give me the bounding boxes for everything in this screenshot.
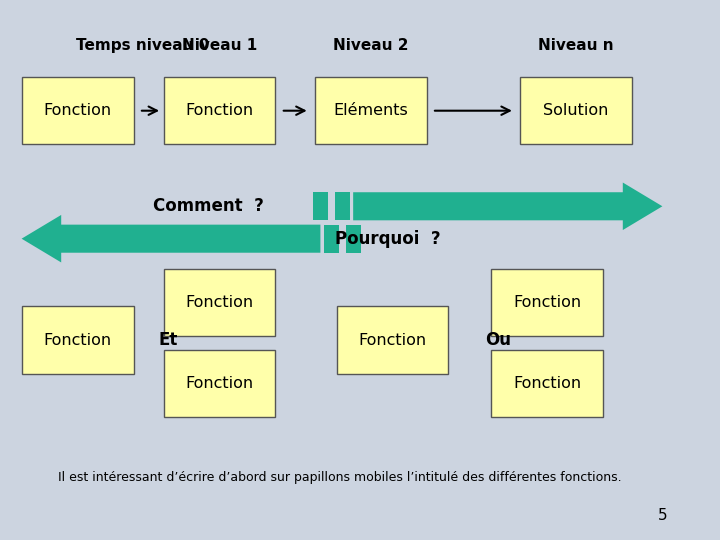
FancyBboxPatch shape xyxy=(163,269,275,336)
FancyBboxPatch shape xyxy=(324,225,339,253)
Text: Ou: Ou xyxy=(485,331,511,349)
Text: Niveau 2: Niveau 2 xyxy=(333,38,408,53)
FancyBboxPatch shape xyxy=(163,77,275,144)
Text: 5: 5 xyxy=(657,508,667,523)
FancyBboxPatch shape xyxy=(335,192,350,220)
Text: Fonction: Fonction xyxy=(186,376,253,391)
FancyBboxPatch shape xyxy=(491,350,603,417)
Text: Pourquoi  ?: Pourquoi ? xyxy=(335,230,441,248)
Text: Fonction: Fonction xyxy=(186,295,253,310)
Text: Fonction: Fonction xyxy=(186,103,253,118)
FancyBboxPatch shape xyxy=(163,350,275,417)
FancyBboxPatch shape xyxy=(22,77,134,144)
Text: Il est intéressant d’écrire d’abord sur papillons mobiles l’intitulé des différe: Il est intéressant d’écrire d’abord sur … xyxy=(58,471,621,484)
Text: Comment  ?: Comment ? xyxy=(153,197,264,215)
Polygon shape xyxy=(354,183,662,230)
FancyBboxPatch shape xyxy=(313,192,328,220)
FancyBboxPatch shape xyxy=(346,225,361,253)
Text: Et: Et xyxy=(158,331,177,349)
Text: Fonction: Fonction xyxy=(44,333,112,348)
FancyBboxPatch shape xyxy=(22,306,134,374)
FancyBboxPatch shape xyxy=(337,306,448,374)
Text: Fonction: Fonction xyxy=(359,333,426,348)
Text: Temps niveau 0: Temps niveau 0 xyxy=(76,38,209,53)
Text: Eléments: Eléments xyxy=(333,103,408,118)
FancyBboxPatch shape xyxy=(315,77,426,144)
Text: Niveau n: Niveau n xyxy=(538,38,614,53)
Text: Fonction: Fonction xyxy=(513,295,581,310)
Text: Niveau 1: Niveau 1 xyxy=(182,38,257,53)
Polygon shape xyxy=(22,215,320,262)
FancyBboxPatch shape xyxy=(521,77,632,144)
Text: Solution: Solution xyxy=(544,103,608,118)
Text: Fonction: Fonction xyxy=(44,103,112,118)
FancyBboxPatch shape xyxy=(491,269,603,336)
Text: Fonction: Fonction xyxy=(513,376,581,391)
